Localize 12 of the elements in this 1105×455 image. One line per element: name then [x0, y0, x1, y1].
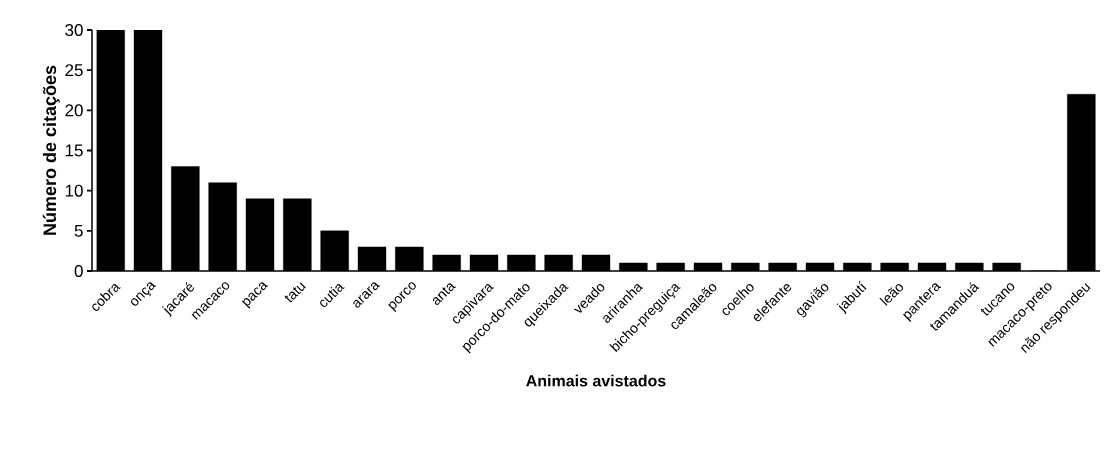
y-tick-label: 25	[65, 64, 83, 77]
y-tick-label: 30	[65, 23, 83, 37]
x-tick-label: cutia	[320, 284, 345, 308]
x-tick-label: tatu	[284, 282, 306, 303]
y-tick-label: 0	[74, 264, 83, 278]
x-tick-label: leão	[879, 284, 904, 306]
y-tick-label: 5	[74, 224, 83, 237]
y-tick-label: 15	[65, 144, 83, 157]
y-tick-label: 20	[65, 104, 83, 117]
x-axis-title: Animais avistados	[526, 374, 666, 387]
y-axis-title: Número de citações	[42, 65, 60, 235]
y-tick-label: 10	[65, 184, 83, 197]
